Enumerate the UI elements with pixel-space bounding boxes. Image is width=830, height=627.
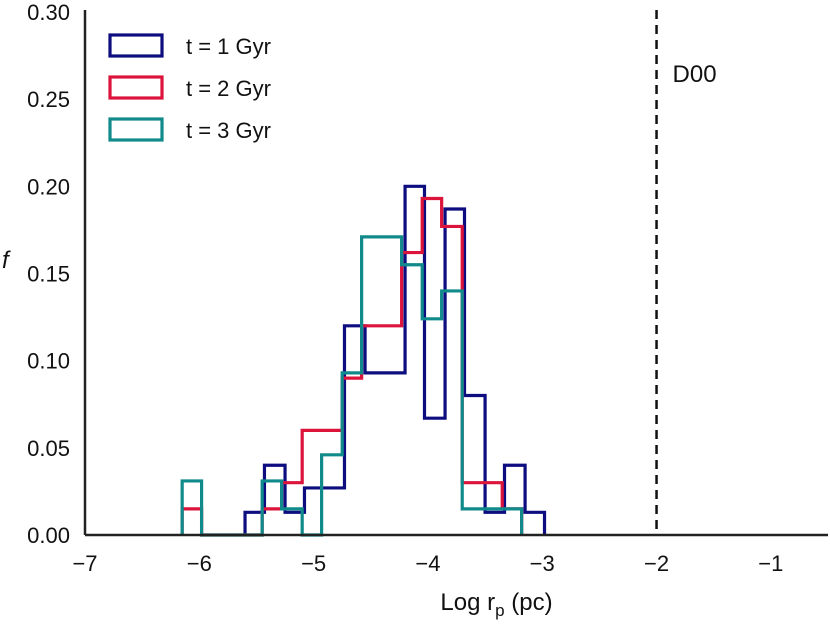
legend-swatch-2 [108,75,164,100]
x-axis-label-subscript: p [495,601,504,620]
series-line-2 [180,196,524,537]
x-tick-label: −7 [72,551,97,576]
reference-lines: D00 [655,10,717,535]
axes [83,10,828,537]
x-tick-label: −4 [415,551,440,576]
reference-line-label-1: D00 [673,61,717,88]
tick-labels: −7 −6 −5 −4 −3 −2 −1 0.00 0.05 0.10 0.15 0.20 0.25 0.… [27,0,783,576]
x-axis-label: Log rp (pc) [440,589,552,620]
y-tick-label: 0.30 [27,0,70,25]
legend-label-3: t = 3 Gyr [186,118,271,143]
series-group [180,184,547,537]
x-tick-label: −3 [530,551,555,576]
legend-label-1: t = 1 Gyr [186,34,271,59]
y-tick-label: 0.05 [27,436,70,461]
y-tick-label: 0.15 [27,262,70,287]
y-tick-label: 0.20 [27,174,70,199]
x-axis-label-main: Log r [440,589,495,616]
x-tick-label: −6 [187,551,212,576]
x-tick-label: −2 [644,551,669,576]
legend-swatch-3 [108,117,164,142]
y-axis-label: f [2,247,11,274]
x-tick-label: −1 [758,551,783,576]
legend: t = 1 Gyr t = 2 Gyr t = 3 Gyr [108,33,271,143]
y-tick-label: 0.10 [27,349,70,374]
legend-label-2: t = 2 Gyr [186,76,271,101]
y-tick-label: 0.25 [27,87,70,112]
legend-swatch-1 [108,33,164,58]
y-tick-label: 0.00 [27,523,70,548]
x-axis-label-suffix: (pc) [505,589,553,616]
series-line-3 [180,235,524,537]
x-tick-label: −5 [301,551,326,576]
series-line-1 [243,184,547,535]
